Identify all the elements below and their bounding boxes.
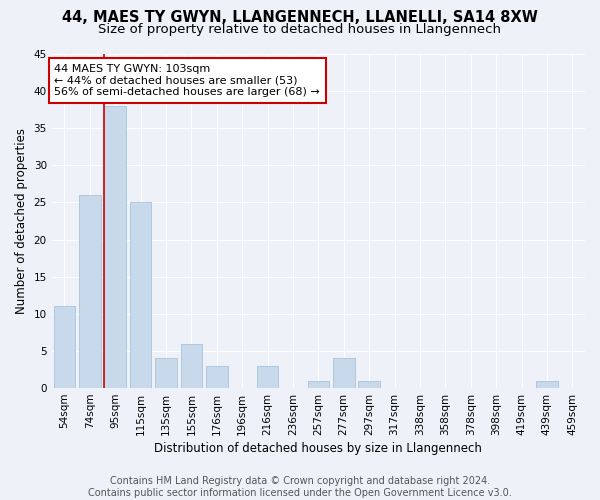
Bar — [104, 106, 126, 388]
Bar — [536, 380, 557, 388]
Text: 44, MAES TY GWYN, LLANGENNECH, LLANELLI, SA14 8XW: 44, MAES TY GWYN, LLANGENNECH, LLANELLI,… — [62, 10, 538, 25]
Text: 44 MAES TY GWYN: 103sqm
← 44% of detached houses are smaller (53)
56% of semi-de: 44 MAES TY GWYN: 103sqm ← 44% of detache… — [55, 64, 320, 97]
Bar — [79, 195, 101, 388]
Text: Contains HM Land Registry data © Crown copyright and database right 2024.
Contai: Contains HM Land Registry data © Crown c… — [88, 476, 512, 498]
Bar — [308, 380, 329, 388]
Bar — [206, 366, 227, 388]
Bar — [257, 366, 278, 388]
Bar — [181, 344, 202, 388]
Text: Size of property relative to detached houses in Llangennech: Size of property relative to detached ho… — [98, 22, 502, 36]
Y-axis label: Number of detached properties: Number of detached properties — [15, 128, 28, 314]
Bar — [155, 358, 177, 388]
Bar — [333, 358, 355, 388]
X-axis label: Distribution of detached houses by size in Llangennech: Distribution of detached houses by size … — [154, 442, 482, 455]
Bar — [53, 306, 75, 388]
Bar — [358, 380, 380, 388]
Bar — [130, 202, 151, 388]
